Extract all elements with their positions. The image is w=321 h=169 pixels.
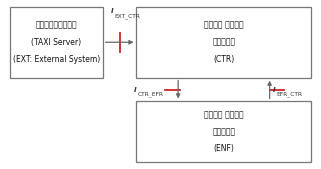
Text: I: I bbox=[110, 8, 113, 14]
Text: EXT_CTR: EXT_CTR bbox=[114, 13, 140, 19]
FancyBboxPatch shape bbox=[136, 7, 311, 78]
FancyBboxPatch shape bbox=[136, 101, 311, 162]
Text: (ENF): (ENF) bbox=[213, 144, 234, 153]
Text: EFR_CTR: EFR_CTR bbox=[277, 92, 303, 98]
Text: I: I bbox=[134, 87, 137, 93]
Text: (EXT: External System): (EXT: External System) bbox=[13, 55, 100, 64]
Text: CTR_EFR: CTR_EFR bbox=[138, 92, 164, 98]
Text: I: I bbox=[273, 87, 276, 93]
Text: (TAXI Server): (TAXI Server) bbox=[31, 38, 81, 47]
Text: 서브시스템: 서브시스템 bbox=[212, 38, 236, 47]
Text: (CTR): (CTR) bbox=[213, 55, 235, 64]
Text: 보안통제 관리서버: 보안통제 관리서버 bbox=[204, 21, 244, 30]
FancyBboxPatch shape bbox=[10, 7, 103, 78]
Text: 서브시스템: 서브시스템 bbox=[212, 127, 236, 136]
Text: 보안통제 에이전트: 보안통제 에이전트 bbox=[204, 110, 244, 119]
Text: 보안위협관리시스템: 보안위협관리시스템 bbox=[35, 21, 77, 30]
